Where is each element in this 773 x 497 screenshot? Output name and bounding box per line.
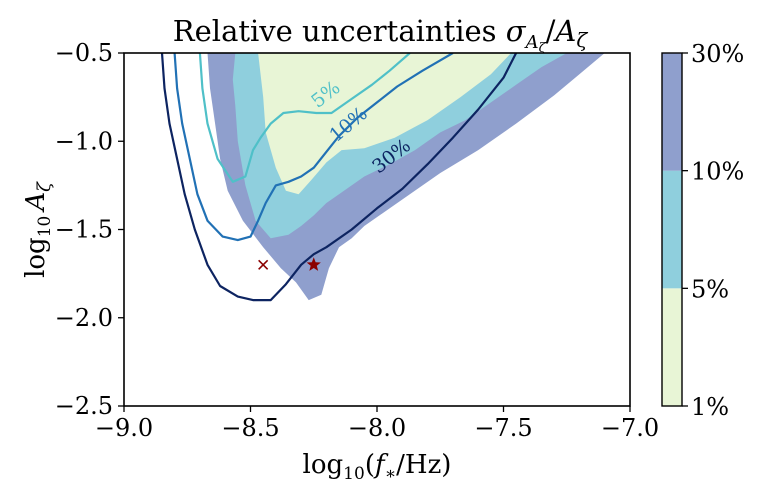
y-tick-label: −2.5 xyxy=(55,392,113,420)
colorbar-band xyxy=(662,288,682,406)
contour-line-5pct xyxy=(198,53,411,183)
marker-cross xyxy=(258,259,269,270)
y-tick-label: −1.0 xyxy=(55,127,113,155)
colorbar-band xyxy=(662,170,682,289)
contour-line-10pct xyxy=(173,53,454,242)
x-tick-label: −8.5 xyxy=(221,414,279,442)
contour-line-30pct xyxy=(160,53,518,302)
y-tick-label: −0.5 xyxy=(55,39,113,67)
x-tick-label: −7.5 xyxy=(474,414,532,442)
marker-star xyxy=(306,257,321,271)
colorbar-frame xyxy=(661,52,683,407)
colorbar-tick-label: 30% xyxy=(691,40,744,68)
y-tick-label: −2.0 xyxy=(55,304,113,332)
x-tick-label: −8.0 xyxy=(348,414,406,442)
colorbar: 1% 5% 10% 30% xyxy=(661,40,744,421)
chart-title: Relative uncertainties σAζ/Aζ xyxy=(173,14,589,56)
colorbar-tick-label: 10% xyxy=(691,158,744,186)
colorbar-tick-label: 1% xyxy=(691,393,729,421)
plot-area xyxy=(160,53,605,302)
x-tick-label: −7.0 xyxy=(601,414,659,442)
y-axis-label: log10Aζ xyxy=(21,181,55,278)
colorbar-tick-label: 5% xyxy=(691,275,729,303)
x-axis-label: log10(f∗/Hz) xyxy=(303,450,452,484)
colorbar-band xyxy=(662,53,682,171)
y-tick-label: −1.5 xyxy=(55,216,113,244)
x-tick-label: −9.0 xyxy=(95,414,153,442)
